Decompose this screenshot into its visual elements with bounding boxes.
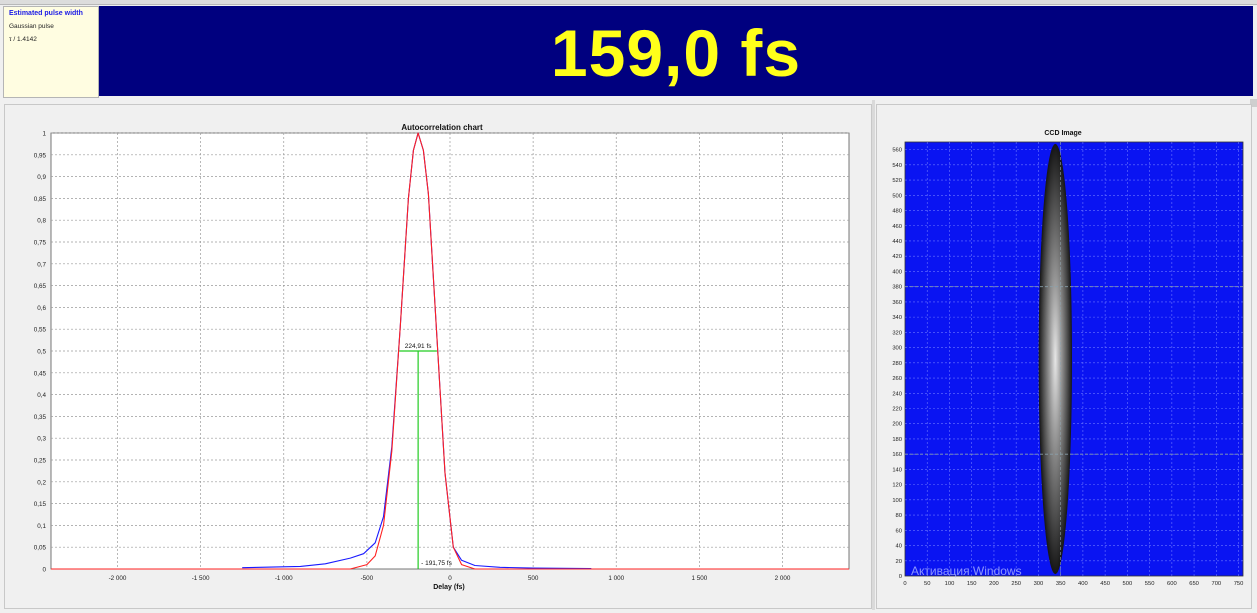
autocorr-ytick-label: 0,2 xyxy=(37,479,46,486)
autocorr-xtick-label: 0 xyxy=(448,575,452,582)
ccd-xtick-label: 700 xyxy=(1211,581,1221,587)
ccd-xtick-label: 250 xyxy=(1011,581,1021,587)
ccd-ytick-label: 0 xyxy=(899,574,902,580)
ccd-image-chart[interactable]: CCD Image 0 20 40 60 80 100 120 140 160 180 200 220… xyxy=(877,105,1251,608)
autocorr-xtick-label: -2 000 xyxy=(109,575,127,582)
autocorrelation-panel: Autocorrelation chart 0 0,05 0,1 0,15 0,2 0,2… xyxy=(4,104,872,609)
autocorr-ytick-label: 0,6 xyxy=(37,305,46,312)
autocorr-xtick-label: 500 xyxy=(528,575,539,582)
ccd-title: CCD Image xyxy=(1044,130,1081,137)
ccd-ytick-label: 120 xyxy=(892,483,902,489)
autocorr-xtick-label: -1 000 xyxy=(275,575,293,582)
scroll-edge[interactable] xyxy=(1250,99,1257,107)
autocorr-xtick-label: 2 000 xyxy=(775,575,791,582)
autocorr-title: Autocorrelation chart xyxy=(401,123,483,132)
autocorr-xtick-label: 1 000 xyxy=(608,575,624,582)
autocorr-ytick-label: 0,7 xyxy=(37,261,46,268)
autocorr-gaussian-fit-line xyxy=(51,132,849,570)
ccd-xtick-label: 400 xyxy=(1078,581,1088,587)
windows-activation-watermark: Активация Windows xyxy=(911,564,1022,578)
pulse-shape-label: Gaussian pulse xyxy=(9,23,54,30)
ccd-ytick-label: 320 xyxy=(892,330,902,336)
ccd-ytick-label: 340 xyxy=(892,315,902,321)
ccd-xtick-label: 300 xyxy=(1034,581,1044,587)
autocorr-ytick-label: 0,1 xyxy=(37,523,46,530)
autocorr-ytick-label: 0,25 xyxy=(34,458,47,465)
ccd-xtick-label: 200 xyxy=(989,581,999,587)
pulse-info-panel: Estimated pulse width Gaussian pulse τ /… xyxy=(3,6,99,98)
autocorr-ytick-label: 0,8 xyxy=(37,218,46,225)
autocorr-ytick-label: 0,65 xyxy=(34,283,47,290)
ccd-xtick-label: 750 xyxy=(1234,581,1244,587)
ccd-xtick-label: 500 xyxy=(1123,581,1133,587)
ccd-ytick-label: 80 xyxy=(896,513,902,519)
autocorr-ytick-label: 0,9 xyxy=(37,174,46,181)
autocorr-ytick-label: 0,55 xyxy=(34,327,47,334)
ccd-xtick-label: 600 xyxy=(1167,581,1177,587)
fwhm-label: 224,91 fs xyxy=(405,343,432,350)
ccd-xtick-label: 650 xyxy=(1189,581,1199,587)
autocorr-ytick-label: 0,45 xyxy=(34,370,47,377)
ccd-ytick-label: 440 xyxy=(892,239,902,245)
ccd-ytick-label: 200 xyxy=(892,422,902,428)
ccd-ytick-label: 260 xyxy=(892,376,902,382)
ccd-image-area xyxy=(904,141,1244,577)
ccd-ytick-label: 540 xyxy=(892,163,902,169)
autocorr-ytick-label: 0,5 xyxy=(37,349,46,356)
panel-splitter[interactable] xyxy=(872,100,875,610)
autocorr-ytick-label: 0,85 xyxy=(34,196,47,203)
ccd-image-panel: CCD Image 0 20 40 60 80 100 120 140 160 180 200 220… xyxy=(876,104,1252,609)
ccd-xtick-label: 450 xyxy=(1100,581,1110,587)
ccd-ytick-label: 100 xyxy=(892,498,902,504)
ccd-ytick-label: 160 xyxy=(892,452,902,458)
ccd-ytick-label: 240 xyxy=(892,391,902,397)
ccd-xtick-label: 150 xyxy=(967,581,977,587)
ccd-ytick-label: 140 xyxy=(892,467,902,473)
pulse-width-banner: 159,0 fs xyxy=(99,6,1253,96)
autocorr-ytick-label: 0,05 xyxy=(34,545,47,552)
ccd-ytick-label: 300 xyxy=(892,346,902,352)
ccd-ytick-label: 280 xyxy=(892,361,902,367)
ccd-xtick-label: 350 xyxy=(1056,581,1066,587)
ccd-ytick-label: 460 xyxy=(892,224,902,230)
ccd-xtick-label: 50 xyxy=(924,581,930,587)
ccd-ytick-label: 500 xyxy=(892,193,902,199)
factor-label: τ / 1.4142 xyxy=(9,36,37,43)
ccd-ytick-label: 480 xyxy=(892,209,902,215)
autocorr-ytick-label: 0,35 xyxy=(34,414,47,421)
ccd-xtick-label: 100 xyxy=(945,581,955,587)
ccd-ytick-label: 220 xyxy=(892,406,902,412)
ccd-beam-spot xyxy=(1038,143,1072,575)
info-title: Estimated pulse width xyxy=(9,10,83,17)
ccd-ytick-label: 420 xyxy=(892,254,902,260)
ccd-ytick-label: 40 xyxy=(896,544,902,550)
peak-position-label: - 191,75 fs xyxy=(421,560,452,567)
autocorr-ytick-label: 0,75 xyxy=(34,240,47,247)
autocorr-xtick-label: -500 xyxy=(361,575,374,582)
ccd-ytick-label: 180 xyxy=(892,437,902,443)
ccd-ytick-label: 560 xyxy=(892,148,902,154)
ccd-ytick-label: 520 xyxy=(892,178,902,184)
autocorr-ytick-label: 0,95 xyxy=(34,152,47,159)
ccd-xtick-label: 550 xyxy=(1145,581,1155,587)
ccd-ytick-label: 360 xyxy=(892,300,902,306)
autocorr-xtick-label: 1 500 xyxy=(691,575,707,582)
ccd-ytick-label: 60 xyxy=(896,528,902,534)
pulse-width-value: 159,0 fs xyxy=(550,16,802,90)
ccd-ytick-label: 400 xyxy=(892,269,902,275)
autocorr-ytick-label: 0,4 xyxy=(37,392,46,399)
autocorr-ytick-label: 0,15 xyxy=(34,501,47,508)
ccd-xtick-label: 0 xyxy=(903,581,906,587)
ccd-ytick-label: 20 xyxy=(896,559,902,565)
autocorrelation-chart[interactable]: Autocorrelation chart 0 0,05 0,1 0,15 0,2 0,2… xyxy=(5,105,871,608)
autocorr-xtick-label: -1 500 xyxy=(192,575,210,582)
ccd-ytick-label: 380 xyxy=(892,285,902,291)
autocorr-xlabel: Delay (fs) xyxy=(433,584,465,591)
autocorr-ytick-label: 0 xyxy=(42,567,46,574)
top-border-strip xyxy=(0,0,1257,5)
autocorr-ytick-label: 0,3 xyxy=(37,436,46,443)
autocorr-ytick-label: 1 xyxy=(42,131,46,138)
